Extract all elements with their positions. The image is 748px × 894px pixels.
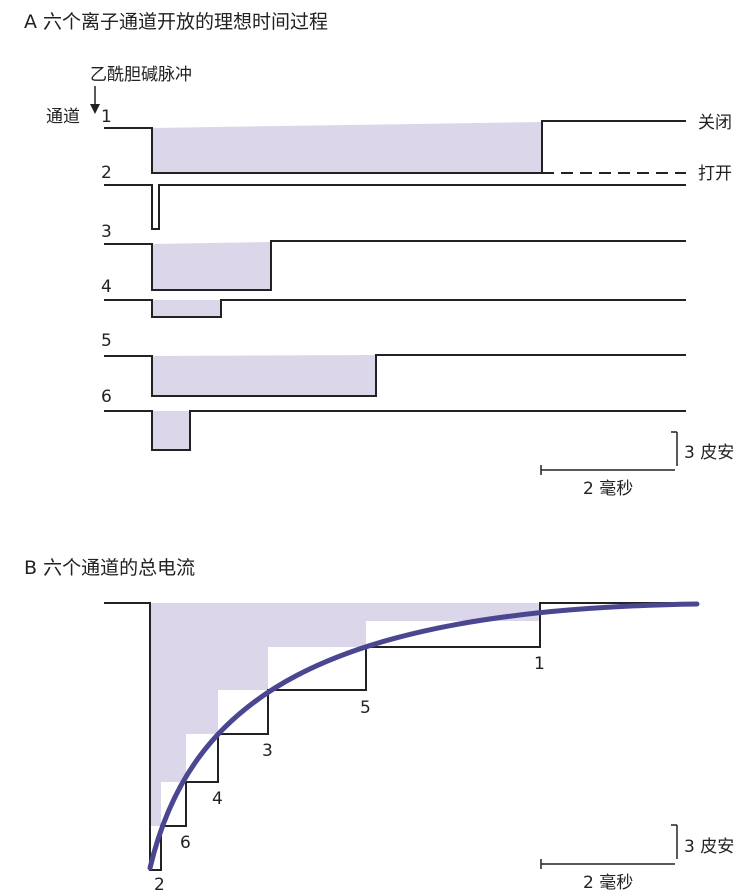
- panel-a-time-scale-bar: [540, 465, 675, 475]
- step-label-3: 3: [262, 741, 273, 761]
- step-label-6: 6: [180, 833, 191, 853]
- stimulus-label: 乙酰胆碱脉冲: [90, 65, 192, 85]
- channel-5-trace: [104, 354, 686, 397]
- exponential-fit-curve: [147, 601, 700, 871]
- step-label-1: 1: [534, 654, 545, 674]
- channel-4-open-fill: [152, 300, 221, 317]
- channel-number-1: 1: [101, 107, 112, 127]
- total-current-trace: [104, 602, 697, 871]
- panel-b-current-scale-bar: [671, 824, 678, 859]
- channel-4-trace: [104, 299, 686, 318]
- channel-6-open-fill: [152, 411, 190, 450]
- panel-a-title: A 六个离子通道开放的理想时间过程: [24, 11, 328, 33]
- panel-b-title: B 六个通道的总电流: [24, 557, 195, 579]
- total-current-open-fill: [150, 603, 540, 826]
- channel-number-2: 2: [101, 163, 112, 183]
- step-label-5: 5: [360, 698, 371, 718]
- panel-a-time-scale-label: 2 毫秒: [583, 479, 633, 499]
- state-open-label: 打开: [698, 164, 732, 184]
- channel-axis-label: 通道: [46, 107, 80, 127]
- channel-1-trace: [104, 120, 686, 174]
- channel-2-trace: [104, 184, 686, 230]
- step-label-4: 4: [212, 789, 223, 809]
- channel-3-open-fill: [152, 242, 271, 290]
- channel-number-3: 3: [101, 222, 112, 242]
- panel-a-current-scale-label: 3 皮安: [684, 443, 734, 463]
- panel-b-time-scale-label: 2 毫秒: [583, 873, 633, 893]
- step-label-2: 2: [154, 875, 165, 894]
- channel-number-5: 5: [101, 331, 112, 351]
- channel-number-6: 6: [101, 387, 112, 407]
- panel-a-current-scale-bar: [671, 431, 678, 466]
- channel-number-4: 4: [101, 277, 112, 297]
- state-closed-label: 关闭: [698, 113, 732, 133]
- channel-5-open-fill: [152, 355, 376, 396]
- channel-1-open-fill: [152, 122, 542, 173]
- channel-6-trace: [104, 410, 686, 451]
- stimulus-arrow-icon: [90, 86, 100, 114]
- panel-b-time-scale-bar: [540, 859, 675, 869]
- panel-b-current-scale-label: 3 皮安: [684, 837, 734, 857]
- channel-3-trace: [104, 240, 686, 291]
